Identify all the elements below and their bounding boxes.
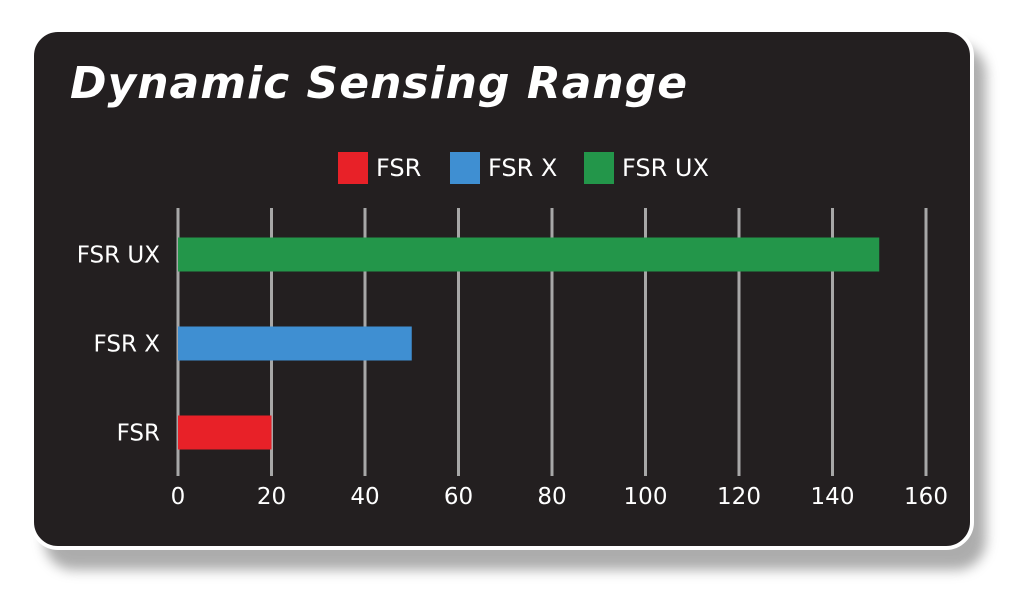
- x-tick-label-100: 100: [624, 484, 668, 510]
- legend-swatch-fsr: [338, 152, 368, 184]
- legend-item-fsr-ux: FSR UX: [584, 152, 709, 184]
- legend-swatch-fsr-x: [450, 152, 480, 184]
- chart-title: Dynamic Sensing Range: [70, 58, 689, 109]
- legend-label-fsr-ux: FSR UX: [622, 154, 709, 182]
- y-category-label-fsr: FSR: [117, 421, 160, 447]
- legend-label-fsr-x: FSR X: [488, 154, 558, 182]
- legend-label-fsr: FSR: [376, 154, 422, 182]
- legend-item-fsr: FSR: [338, 152, 421, 184]
- legend-item-fsr-x: FSR X: [450, 152, 557, 184]
- bar-fsr-x: [178, 326, 412, 361]
- x-tick-label-120: 120: [717, 484, 761, 510]
- chart-card: [30, 28, 974, 550]
- x-tick-label-160: 160: [904, 484, 948, 510]
- x-tick-label-0: 0: [171, 484, 186, 510]
- x-tick-label-80: 80: [537, 484, 566, 510]
- bar-fsr-ux: [178, 237, 880, 272]
- x-tick-label-140: 140: [811, 484, 855, 510]
- x-tick-label-40: 40: [350, 484, 379, 510]
- x-tick-label-20: 20: [257, 484, 286, 510]
- y-category-label-fsr-ux: FSR UX: [77, 243, 161, 269]
- legend-swatch-fsr-ux: [584, 152, 614, 184]
- x-tick-label-60: 60: [444, 484, 473, 510]
- bar-fsr: [178, 415, 272, 450]
- y-category-label-fsr-x: FSR X: [94, 332, 161, 358]
